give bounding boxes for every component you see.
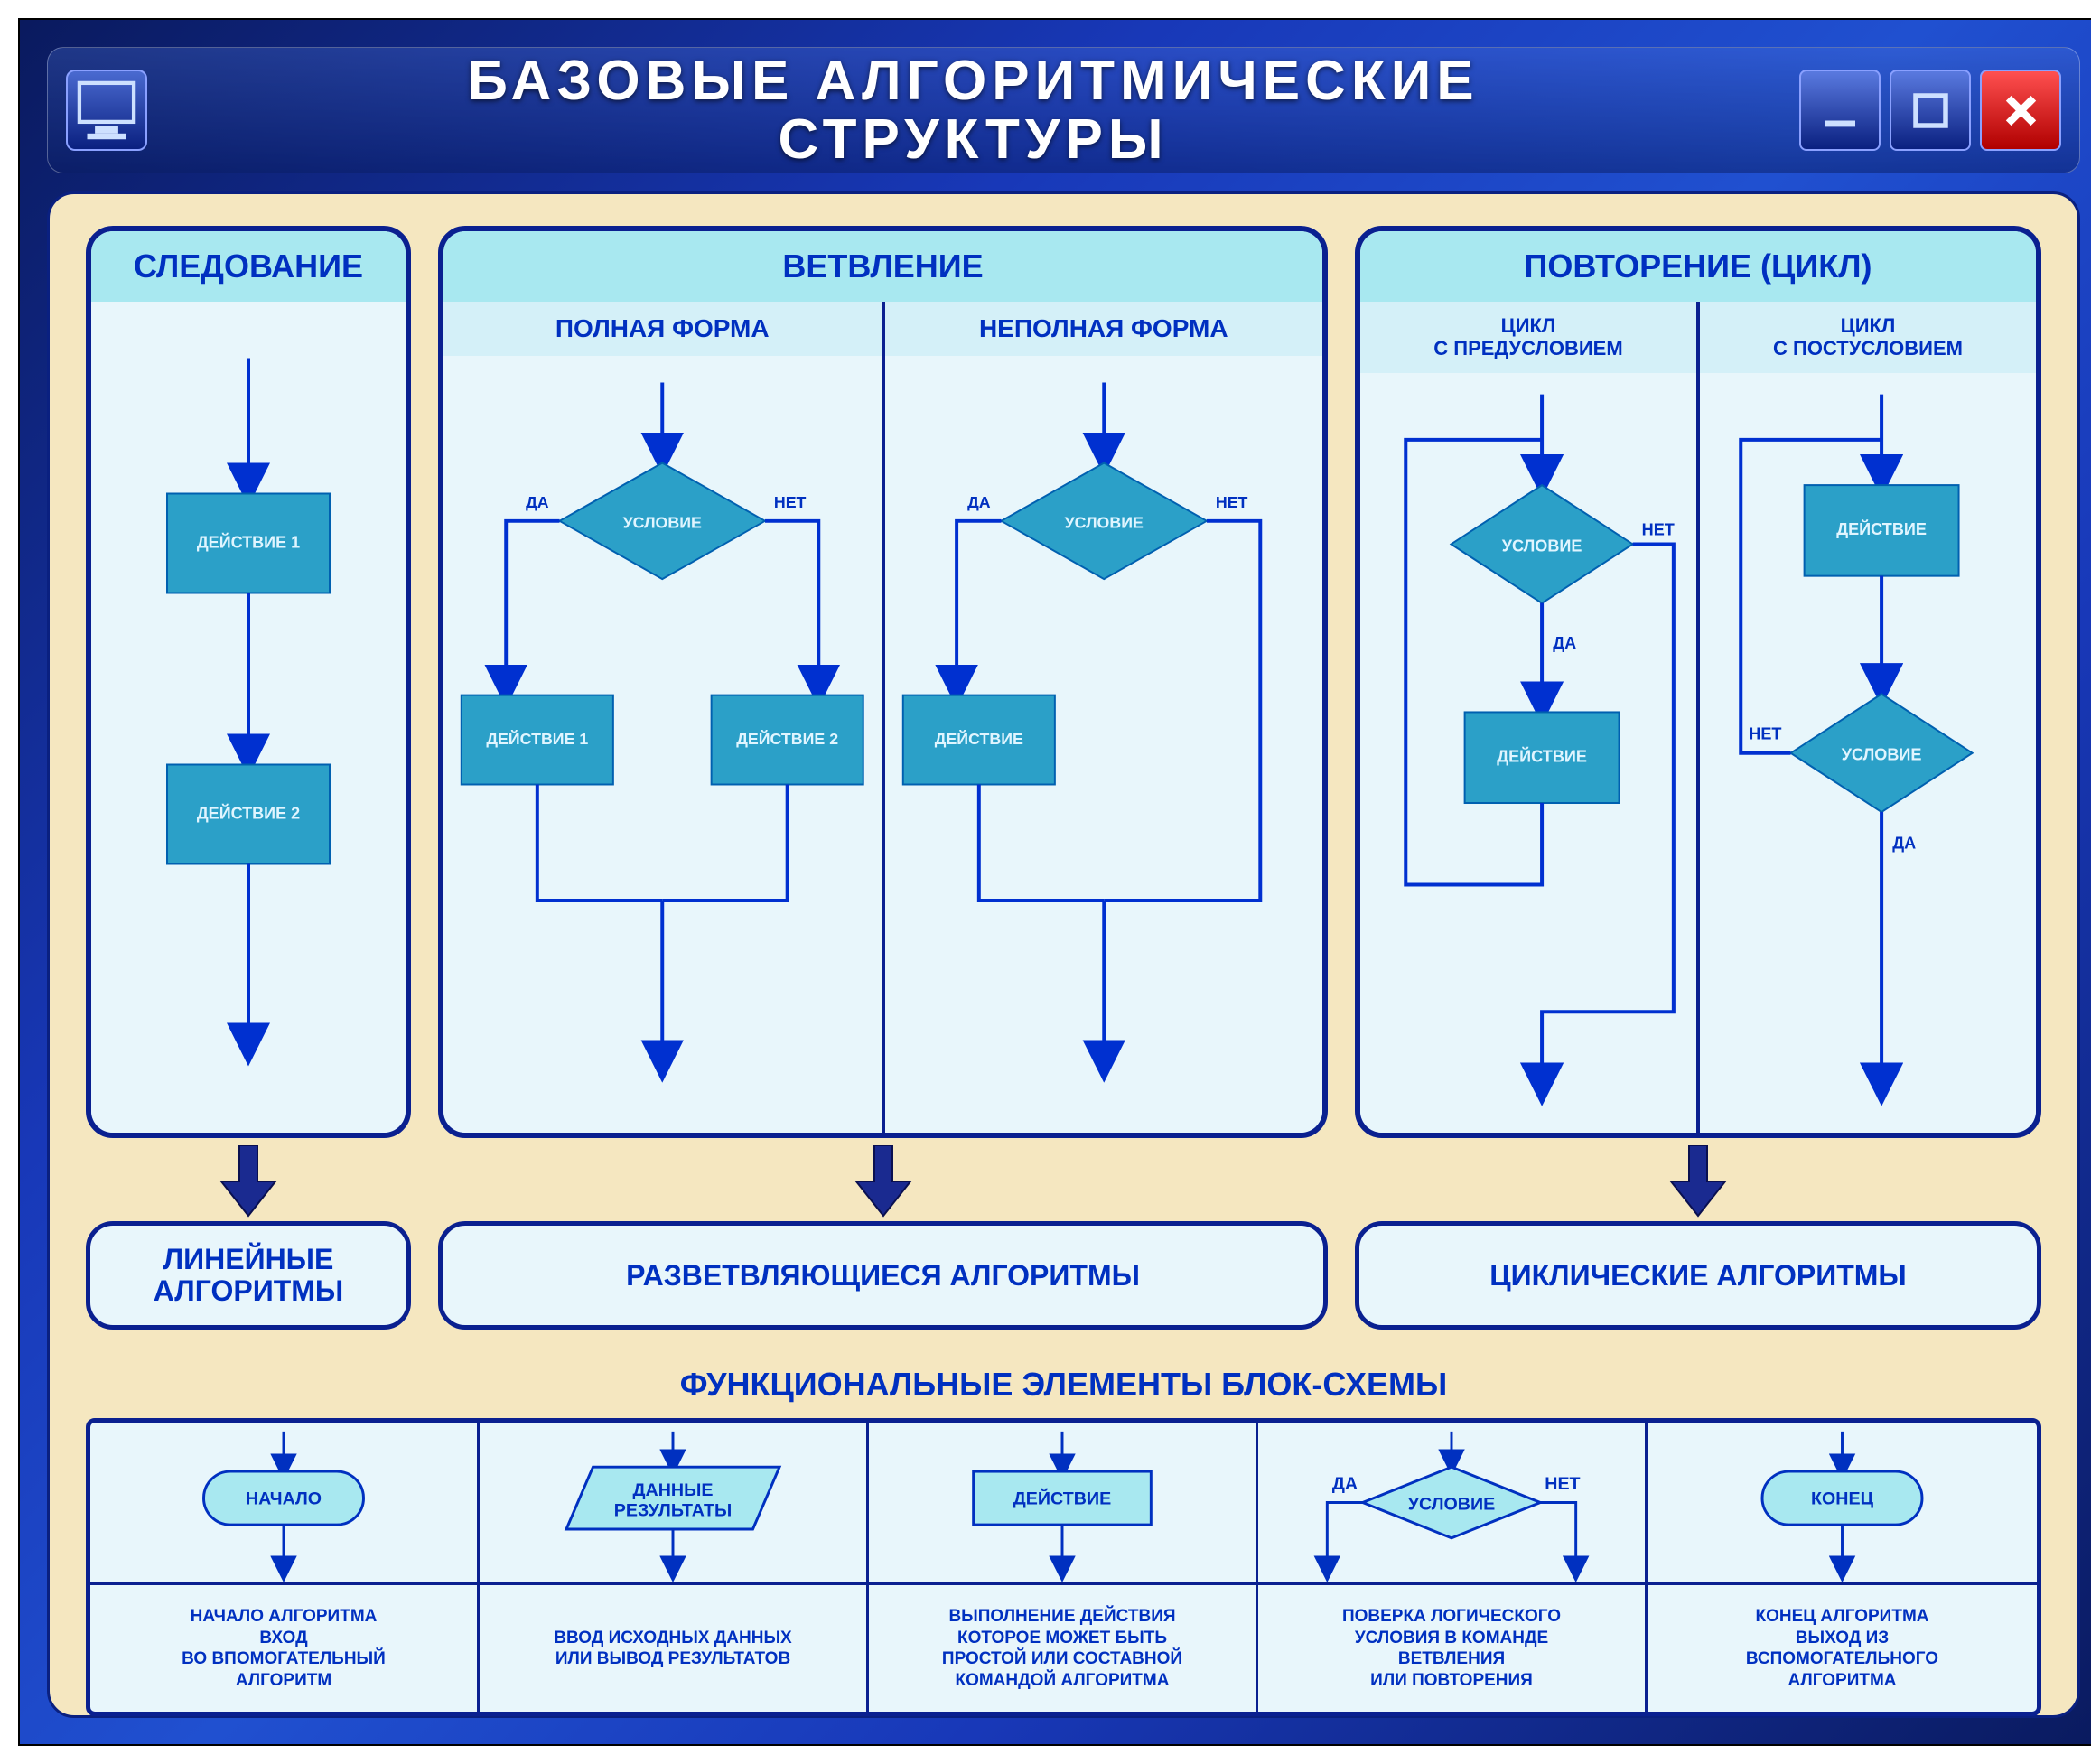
fe-start: НАЧАЛО	[90, 1423, 480, 1585]
label-loop: ЦИКЛИЧЕСКИЕ АЛГОРИТМЫ	[1355, 1221, 2041, 1330]
big-arrow-row	[86, 1145, 2041, 1218]
svg-text:УСЛОВИЕ: УСЛОВИЕ	[623, 513, 702, 531]
branch-header: ВЕТВЛЕНИЕ	[443, 231, 1322, 302]
svg-text:УСЛОВИЕ: УСЛОВИЕ	[1842, 745, 1922, 763]
branch-short: НЕПОЛНАЯ ФОРМА УСЛОВИЕ ДА НЕТ	[885, 302, 1323, 1133]
svg-text:ДА: ДА	[1892, 834, 1916, 852]
svg-text:ДЕЙСТВИЕ: ДЕЙСТВИЕ	[1013, 1488, 1111, 1509]
computer-icon	[66, 70, 147, 151]
content-area: СЛЕДОВАНИЕ ДЕЙСТВИЕ 1 ДЕЙСТВИЕ 2	[47, 191, 2080, 1718]
poster-frame: БАЗОВЫЕ АЛГОРИТМИЧЕСКИЕСТРУКТУРЫ СЛЕДОВА…	[18, 18, 2091, 1746]
arrow-down-icon	[438, 1145, 1328, 1218]
loop-post: ЦИКЛС ПОСТУСЛОВИЕМ ДЕЙСТВИЕ УСЛОВИЕ НЕТ	[1700, 302, 2036, 1133]
minimize-icon	[1799, 70, 1881, 151]
fe-action: ДЕЙСТВИЕ	[869, 1423, 1258, 1585]
fe-data: ДАННЫЕ РЕЗУЛЬТАТЫ	[480, 1423, 869, 1585]
structure-columns: СЛЕДОВАНИЕ ДЕЙСТВИЕ 1 ДЕЙСТВИЕ 2	[86, 226, 2041, 1138]
close-icon	[1980, 70, 2061, 151]
loop-post-title: ЦИКЛС ПОСТУСЛОВИЕМ	[1700, 302, 2036, 373]
fe-condition-desc: ПОВЕРКА ЛОГИЧЕСКОГОУСЛОВИЯ В КОМАНДЕВЕТВ…	[1258, 1585, 1648, 1712]
svg-text:УСЛОВИЕ: УСЛОВИЕ	[1408, 1495, 1495, 1515]
svg-text:РЕЗУЛЬТАТЫ: РЕЗУЛЬТАТЫ	[614, 1501, 732, 1521]
arrow-down-icon	[1355, 1145, 2041, 1218]
loop-header: ПОВТОРЕНИЕ (ЦИКЛ)	[1360, 231, 2036, 302]
label-row: ЛИНЕЙНЫЕАЛГОРИТМЫ РАЗВЕТВЛЯЮЩИЕСЯ АЛГОРИ…	[86, 1221, 2041, 1330]
title-bar: БАЗОВЫЕ АЛГОРИТМИЧЕСКИЕСТРУКТУРЫ	[47, 47, 2080, 173]
branch-short-title: НЕПОЛНАЯ ФОРМА	[885, 302, 1323, 356]
svg-text:НАЧАЛО: НАЧАЛО	[246, 1489, 322, 1509]
functional-title: ФУНКЦИОНАЛЬНЫЕ ЭЛЕМЕНТЫ БЛОК-СХЕМЫ	[86, 1366, 2041, 1404]
svg-text:ДЕЙСТВИЕ 1: ДЕЙСТВИЕ 1	[486, 729, 588, 748]
svg-text:ДА: ДА	[1332, 1474, 1358, 1494]
panel-loop: ПОВТОРЕНИЕ (ЦИКЛ) ЦИКЛС ПРЕДУСЛОВИЕМ УСЛ…	[1355, 226, 2041, 1138]
sequence-flow: ДЕЙСТВИЕ 1 ДЕЙСТВИЕ 2	[91, 302, 406, 1137]
sequence-header: СЛЕДОВАНИЕ	[91, 231, 406, 302]
functional-grid: НАЧАЛО ДАННЫЕ РЕЗУЛЬТАТЫ	[86, 1418, 2041, 1716]
svg-text:НЕТ: НЕТ	[1545, 1474, 1580, 1494]
label-branch: РАЗВЕТВЛЯЮЩИЕСЯ АЛГОРИТМЫ	[438, 1221, 1328, 1330]
svg-text:ДЕЙСТВИЕ 1: ДЕЙСТВИЕ 1	[197, 532, 300, 551]
panel-sequence: СЛЕДОВАНИЕ ДЕЙСТВИЕ 1 ДЕЙСТВИЕ 2	[86, 226, 411, 1138]
panel-branch: ВЕТВЛЕНИЕ ПОЛНАЯ ФОРМА УСЛОВИЕ ДА НЕТ	[438, 226, 1328, 1138]
svg-text:НЕТ: НЕТ	[774, 493, 807, 511]
svg-text:НЕТ: НЕТ	[1215, 493, 1247, 511]
svg-text:НЕТ: НЕТ	[1749, 724, 1781, 742]
fe-action-desc: ВЫПОЛНЕНИЕ ДЕЙСТВИЯКОТОРОЕ МОЖЕТ БЫТЬПРО…	[869, 1585, 1258, 1712]
arrow-down-icon	[86, 1145, 411, 1218]
svg-text:ДЕЙСТВИЕ 2: ДЕЙСТВИЕ 2	[736, 729, 838, 748]
svg-text:ДАННЫЕ: ДАННЫЕ	[633, 1480, 714, 1500]
maximize-icon	[1890, 70, 1971, 151]
svg-text:ДЕЙСТВИЕ 2: ДЕЙСТВИЕ 2	[197, 803, 300, 822]
svg-text:ДЕЙСТВИЕ: ДЕЙСТВИЕ	[1497, 746, 1587, 765]
svg-text:ДА: ДА	[526, 493, 549, 511]
fe-start-desc: НАЧАЛО АЛГОРИТМАВХОДВО ВПОМОГАТЕЛЬНЫЙАЛГ…	[90, 1585, 480, 1712]
fe-end: КОНЕЦ	[1648, 1423, 2037, 1585]
svg-text:УСЛОВИЕ: УСЛОВИЕ	[1064, 513, 1143, 531]
fe-end-desc: КОНЕЦ АЛГОРИТМАВЫХОД ИЗВСПОМОГАТЕЛЬНОГОА…	[1648, 1585, 2037, 1712]
loop-pre-title: ЦИКЛС ПРЕДУСЛОВИЕМ	[1360, 302, 1696, 373]
svg-text:УСЛОВИЕ: УСЛОВИЕ	[1502, 537, 1582, 555]
branch-full: ПОЛНАЯ ФОРМА УСЛОВИЕ ДА НЕТ	[443, 302, 885, 1133]
poster-title: БАЗОВЫЕ АЛГОРИТМИЧЕСКИЕСТРУКТУРЫ	[147, 51, 1799, 169]
branch-full-title: ПОЛНАЯ ФОРМА	[443, 302, 882, 356]
svg-text:ДА: ДА	[967, 493, 991, 511]
fe-data-desc: ВВОД ИСХОДНЫХ ДАННЫХИЛИ ВЫВОД РЕЗУЛЬТАТО…	[480, 1585, 869, 1712]
svg-text:НЕТ: НЕТ	[1642, 520, 1675, 538]
svg-text:ДЕЙСТВИЕ: ДЕЙСТВИЕ	[1836, 519, 1927, 538]
loop-pre: ЦИКЛС ПРЕДУСЛОВИЕМ УСЛОВИЕ НЕТ ДА	[1360, 302, 1700, 1133]
window-buttons	[1799, 70, 2061, 151]
fe-condition: УСЛОВИЕ ДА НЕТ	[1258, 1423, 1648, 1585]
svg-text:ДЕЙСТВИЕ: ДЕЙСТВИЕ	[934, 729, 1022, 748]
label-linear: ЛИНЕЙНЫЕАЛГОРИТМЫ	[86, 1221, 411, 1330]
svg-text:ДА: ДА	[1553, 634, 1576, 652]
svg-text:КОНЕЦ: КОНЕЦ	[1811, 1489, 1874, 1509]
